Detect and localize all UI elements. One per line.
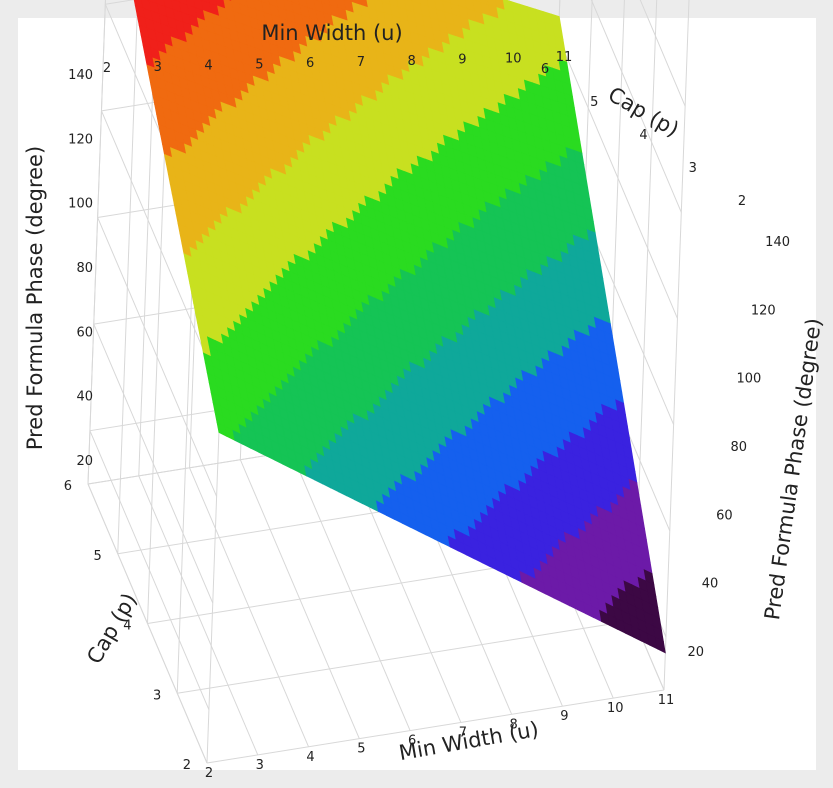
left-wall-grid-line [87,0,106,485]
x-tick-label-bottom: 6 [408,734,416,749]
right-wall-grid-line [558,37,678,319]
z-tick-label-left: 60 [76,325,93,340]
y-tick-label-back: 4 [639,128,647,143]
y-tick-label-back: 2 [738,194,746,209]
x-tick-label-bottom: 5 [357,742,365,757]
x-tick-label-top: 11 [556,50,573,65]
left-wall-grid-line [89,430,210,710]
x-tick-label-top: 9 [458,53,466,68]
y-axis-label-front: Cap (p) [82,589,141,668]
z-axis-label-right: Pred Formula Phase (degree) [760,317,826,622]
y-tick-label-back: 6 [541,62,549,77]
x-tick-label-top: 6 [306,56,314,71]
left-wall-grid-line [97,217,218,497]
y-tick-label-front: 6 [64,479,72,494]
left-wall-grid-line [117,0,139,554]
left-wall-grid-line [101,110,221,391]
left-wall-grid-line [93,323,214,604]
tick-labels: 2 3 4 5 6 7 8 9 10 11 2 3 4 5 6 7 8 9 10 11 2 3 4 5 6 2 3 4 5 6 20 40 60… [64,50,790,781]
floor-grid-line [206,689,665,764]
x-tick-label-bottom: 9 [560,709,568,724]
y-tick-label-front: 3 [153,688,161,703]
right-wall-grid-line [663,0,690,691]
x-tick-label-bottom: 7 [459,725,467,740]
x-tick-label-bottom: 11 [658,693,675,708]
z-tick-label-left: 140 [68,68,93,83]
x-tick-label-top: 5 [255,57,263,72]
x-tick-label-top: 10 [505,51,522,66]
y-tick-label-back: 3 [689,161,697,176]
x-axis-label-bottom: Min Width (u) [397,717,540,765]
x-tick-label-top: 7 [357,55,365,70]
z-tick-label-right: 40 [702,577,719,592]
y-tick-label-front: 5 [93,549,101,564]
x-tick-label-bottom: 10 [607,701,624,716]
x-tick-label-top: 3 [154,60,162,75]
x-tick-label-bottom: 3 [256,758,264,773]
z-tick-label-left: 20 [76,454,93,469]
back-wall-grid-line [138,0,157,476]
z-tick-label-right: 140 [765,235,790,250]
z-tick-label-left: 80 [76,261,93,276]
surface [133,0,666,654]
z-tick-label-right: 80 [730,440,747,455]
floor-grid-line [177,619,635,694]
z-tick-label-left: 120 [68,132,93,147]
x-tick-label-bottom: 8 [510,717,518,732]
left-wall-grid-line [87,483,208,764]
z-tick-label-right: 20 [687,645,704,660]
z-tick-label-right: 60 [716,508,733,523]
z-tick-label-right: 120 [751,303,776,318]
z-tick-label-left: 40 [76,390,93,405]
z-tick-label-right: 100 [737,372,762,387]
z-axis-label-left: Pred Formula Phase (degree) [23,146,47,450]
y-tick-label-front: 2 [183,758,191,773]
right-wall-grid-line [639,0,686,107]
x-tick-label-top: 8 [408,54,416,69]
x-tick-label-top: 4 [204,59,212,74]
x-tick-label-bottom: 4 [306,750,314,765]
x-axis-label-top: Min Width (u) [261,21,402,45]
surface-patch [655,637,666,654]
y-tick-label-back: 5 [590,95,598,110]
y-tick-label-front: 4 [123,619,131,634]
x-tick-label-bottom: 2 [205,766,213,781]
x-tick-label-top: 2 [103,61,111,76]
right-wall-grid-line [590,0,682,213]
z-tick-label-left: 100 [68,197,93,212]
